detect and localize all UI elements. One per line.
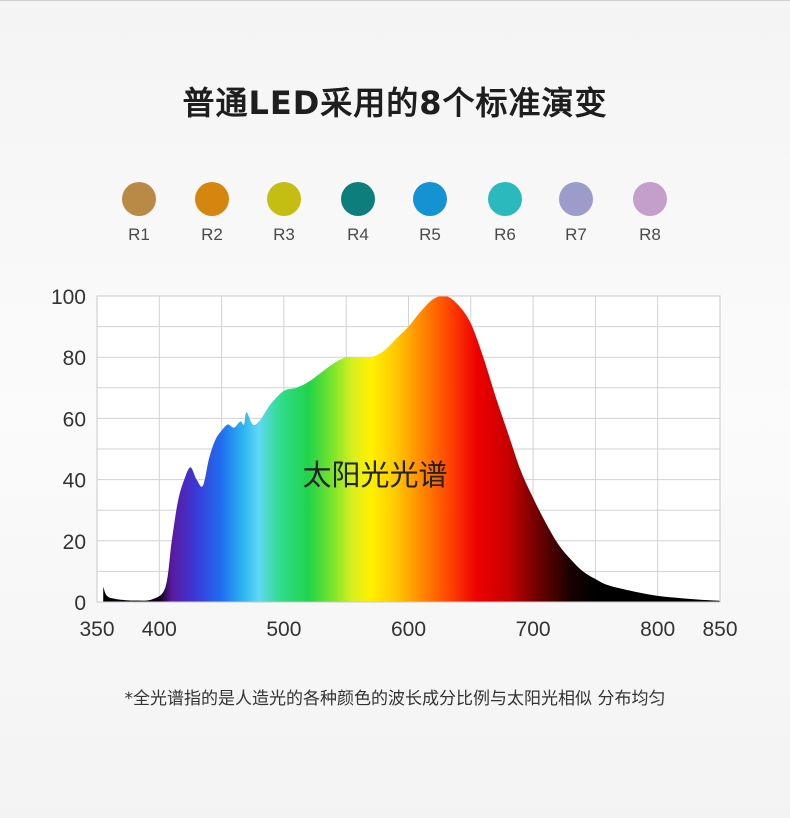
x-tick-label: 400 bbox=[142, 618, 177, 641]
swatch-r1: R1 bbox=[109, 182, 169, 245]
sun-spectrum-area bbox=[103, 295, 721, 602]
swatch-dot bbox=[122, 182, 156, 216]
y-tick-label: 100 bbox=[51, 286, 86, 309]
color-swatch-row: R1 R2 R3 R4 R5 R6 R7 R8 bbox=[0, 182, 790, 252]
y-axis-ticks: 0 20 40 60 80 100 bbox=[51, 286, 86, 615]
swatch-label: R8 bbox=[639, 225, 661, 244]
x-tick-label: 600 bbox=[391, 618, 426, 641]
swatch-dot bbox=[195, 182, 229, 216]
swatch-r2: R2 bbox=[182, 182, 242, 245]
x-tick-label: 350 bbox=[79, 618, 114, 641]
x-tick-label: 800 bbox=[640, 618, 675, 641]
swatch-label: R1 bbox=[128, 225, 150, 244]
x-tick-label: 700 bbox=[516, 618, 551, 641]
swatch-label: R2 bbox=[201, 225, 223, 244]
x-tick-label: 850 bbox=[702, 618, 737, 641]
swatch-r3: R3 bbox=[254, 182, 314, 245]
y-tick-label: 40 bbox=[63, 470, 86, 493]
swatch-dot bbox=[488, 182, 522, 216]
swatch-r4: R4 bbox=[328, 182, 388, 245]
swatch-dot bbox=[341, 182, 375, 216]
y-tick-label: 60 bbox=[63, 408, 86, 431]
footnote: *全光谱指的是人造光的各种颜色的波长成分比例与太阳光相似 分布均匀 bbox=[124, 689, 666, 709]
swatch-r7: R7 bbox=[546, 182, 606, 245]
top-divider bbox=[0, 0, 790, 1]
swatch-label: R4 bbox=[347, 225, 369, 244]
page-title: 普通LED采用的8个标准演变 bbox=[182, 84, 608, 122]
swatch-label: R7 bbox=[565, 225, 587, 244]
y-tick-label: 20 bbox=[63, 531, 86, 554]
swatch-r6: R6 bbox=[475, 182, 535, 245]
swatch-dot bbox=[559, 182, 593, 216]
plot-frame bbox=[96, 295, 721, 603]
swatch-label: R3 bbox=[273, 225, 295, 244]
y-tick-label: 80 bbox=[63, 347, 86, 370]
spectrum-chart: 0 20 40 60 80 100 350 400 500 600 700 800 850 太阳光光谱 bbox=[51, 286, 738, 641]
swatch-r5: R5 bbox=[400, 182, 460, 245]
x-tick-label: 500 bbox=[266, 618, 301, 641]
swatch-dot bbox=[633, 182, 667, 216]
swatch-dot bbox=[267, 182, 301, 216]
x-axis-ticks: 350 400 500 600 700 800 850 bbox=[79, 618, 737, 641]
swatch-label: R6 bbox=[494, 225, 516, 244]
swatch-dot bbox=[413, 182, 447, 216]
swatch-r8: R8 bbox=[620, 182, 680, 245]
spectrum-annotation: 太阳光光谱 bbox=[302, 458, 447, 492]
swatch-label: R5 bbox=[419, 225, 441, 244]
y-tick-label: 0 bbox=[74, 592, 86, 615]
